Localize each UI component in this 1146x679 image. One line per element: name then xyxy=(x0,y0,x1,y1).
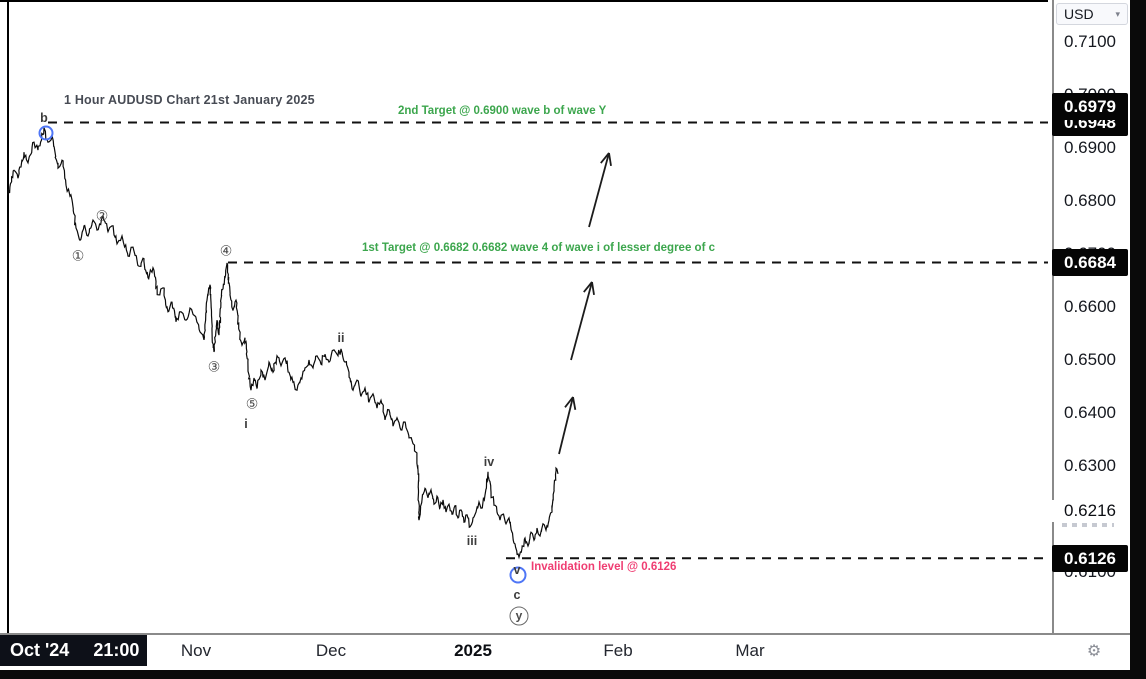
time-tick-Mar: Mar xyxy=(735,641,765,660)
time-tick-Feb: Feb xyxy=(603,641,633,660)
arrow-stroke xyxy=(564,396,574,408)
blue-ellipse-marker-2[interactable] xyxy=(509,566,527,584)
wave-label-iii[interactable]: iii xyxy=(466,534,478,548)
target-label-2[interactable]: 1st Target @ 0.6682 0.6682 wave 4 of wav… xyxy=(362,242,715,254)
scale-settings-gear-icon[interactable]: ⚙ xyxy=(1086,643,1102,660)
price-scale-panel[interactable]: USD ▾ 0.71000.70000.69000.68000.67000.66… xyxy=(1048,0,1130,634)
window-bottom-black-bar xyxy=(0,670,1146,679)
invalidation-label[interactable]: Invalidation level @ 0.6126 xyxy=(531,561,677,573)
wave-label-b[interactable]: b xyxy=(40,111,48,125)
time-tick-Nov: Nov xyxy=(180,641,212,660)
crosshair-time: 21:00 xyxy=(93,640,140,660)
chevron-down-icon: ▾ xyxy=(1115,8,1120,19)
wave-label-④[interactable]: ④ xyxy=(219,242,233,259)
wave-label-circled-y[interactable]: y xyxy=(509,606,529,626)
crosshair-time-badge: Oct '24 21:00 xyxy=(0,635,147,666)
wave-label-①[interactable]: ① xyxy=(71,247,85,264)
chart-left-border-line xyxy=(7,0,9,633)
up-arrow-2[interactable] xyxy=(570,281,595,361)
blue-ellipse-marker-1[interactable] xyxy=(38,125,54,141)
up-arrow-3[interactable] xyxy=(588,152,612,228)
price-tick-0.6800: 0.6800 xyxy=(1064,191,1116,210)
arrow-stroke xyxy=(600,152,610,164)
arrow-stroke xyxy=(608,152,612,166)
time-tick-Dec: Dec xyxy=(315,641,347,660)
chart-title-note: 1 Hour AUDUSD Chart 21st January 2025 xyxy=(64,93,315,107)
arrow-stroke xyxy=(591,281,595,295)
price-tick-0.6900: 0.6900 xyxy=(1064,138,1116,157)
time-scale-separator[interactable] xyxy=(0,633,1146,635)
wave-label-③[interactable]: ③ xyxy=(207,358,221,375)
price-tick-0.7100: 0.7100 xyxy=(1064,32,1116,51)
price-badge-0.6979: 0.6979 xyxy=(1052,92,1128,120)
currency-selector-dropdown[interactable]: USD ▾ xyxy=(1056,3,1128,25)
chart-top-border-line xyxy=(0,0,1052,2)
price-tick-0.6400: 0.6400 xyxy=(1064,403,1116,422)
wave-label-②[interactable]: ② xyxy=(95,207,109,224)
arrow-stroke xyxy=(583,281,593,293)
time-scale[interactable]: Oct '24 21:00 ⚙ Nov Dec 2025 Feb Mar xyxy=(0,635,1146,670)
current-price-label: 0.6216 xyxy=(1052,499,1128,522)
wave-label-iv[interactable]: iv xyxy=(483,455,495,469)
wave-label-⑤[interactable]: ⑤ xyxy=(245,395,259,412)
arrow-stroke xyxy=(558,396,574,455)
crosshair-date: Oct '24 xyxy=(10,640,70,660)
arrow-stroke xyxy=(570,281,593,361)
price-tick-0.6500: 0.6500 xyxy=(1064,350,1116,369)
wave-label-i[interactable]: i xyxy=(244,417,248,431)
arrow-stroke xyxy=(588,152,610,228)
price-badge-0.6126: 0.6126 xyxy=(1052,544,1128,572)
price-line-series xyxy=(7,127,559,560)
price-tick-0.6600: 0.6600 xyxy=(1064,297,1116,316)
up-arrow-1[interactable] xyxy=(558,396,577,455)
target-label-1[interactable]: 2nd Target @ 0.6900 wave b of wave Y xyxy=(398,105,607,117)
faded-partial-price-label xyxy=(1062,523,1114,527)
price-scale-separator[interactable] xyxy=(1052,0,1054,670)
time-tick-2025: 2025 xyxy=(454,641,492,660)
price-tick-0.6300: 0.6300 xyxy=(1064,456,1116,475)
price-chart-svg xyxy=(7,121,1048,584)
price-badge-0.6684: 0.6684 xyxy=(1052,248,1128,276)
window-right-black-strip xyxy=(1130,0,1146,679)
arrow-stroke xyxy=(572,396,577,410)
wave-label-v[interactable]: v xyxy=(513,563,521,577)
currency-selector-label: USD xyxy=(1064,6,1094,22)
wave-label-c[interactable]: c xyxy=(513,588,521,602)
chart-canvas[interactable]: 1 Hour AUDUSD Chart 21st January 2025 2n… xyxy=(0,0,1052,634)
wave-label-ii[interactable]: ii xyxy=(337,331,345,345)
